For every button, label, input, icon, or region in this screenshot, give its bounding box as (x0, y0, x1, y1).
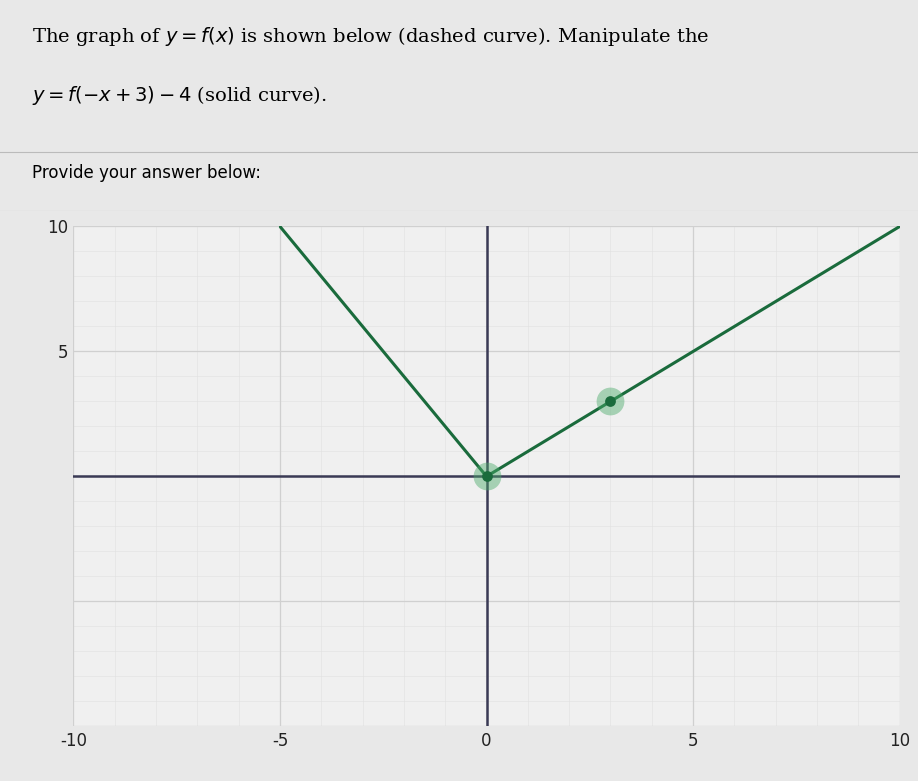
Point (603, 395, 618, 408)
Point (479, 470, 494, 483)
Point (603, 395, 618, 408)
Point (479, 470, 494, 483)
Text: Provide your answer below:: Provide your answer below: (32, 165, 261, 183)
Text: The graph of $y = f(x)$ is shown below (dashed curve). Manipulate the: The graph of $y = f(x)$ is shown below (… (32, 25, 710, 48)
Text: $y = f(-x+3) - 4$ (solid curve).: $y = f(-x+3) - 4$ (solid curve). (32, 84, 327, 107)
